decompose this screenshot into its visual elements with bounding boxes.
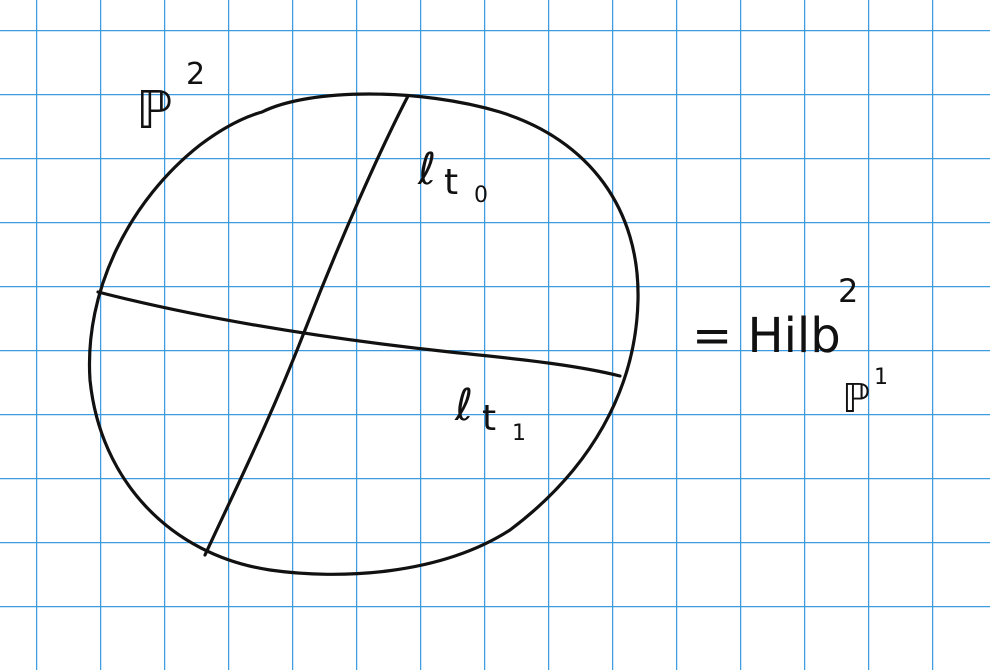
label-sub: t bbox=[444, 162, 458, 203]
label-base: ℓ bbox=[417, 144, 436, 195]
equation-text: = Hilb bbox=[692, 308, 841, 364]
label-sup: 2 bbox=[186, 57, 205, 92]
line-label-1: ℓ t 1 bbox=[454, 380, 526, 446]
line-t1 bbox=[96, 290, 622, 378]
label-subsub: 1 bbox=[512, 421, 526, 446]
equation-sub-base: ℙ bbox=[842, 376, 870, 422]
equation-sup: 2 bbox=[838, 272, 858, 310]
space-label: ℙ 2 bbox=[136, 57, 205, 141]
label-sub: t bbox=[482, 398, 496, 439]
label-subsub: 0 bbox=[474, 183, 488, 208]
equation: = Hilb 2 ℙ 1 bbox=[692, 272, 888, 422]
conic bbox=[87, 92, 640, 576]
equation-sub-sup: 1 bbox=[874, 365, 888, 390]
label-base: ℓ bbox=[454, 380, 473, 431]
line-label-0: ℓ t 0 bbox=[417, 144, 488, 208]
label-base: ℙ bbox=[136, 81, 172, 141]
line-t0 bbox=[203, 94, 410, 557]
